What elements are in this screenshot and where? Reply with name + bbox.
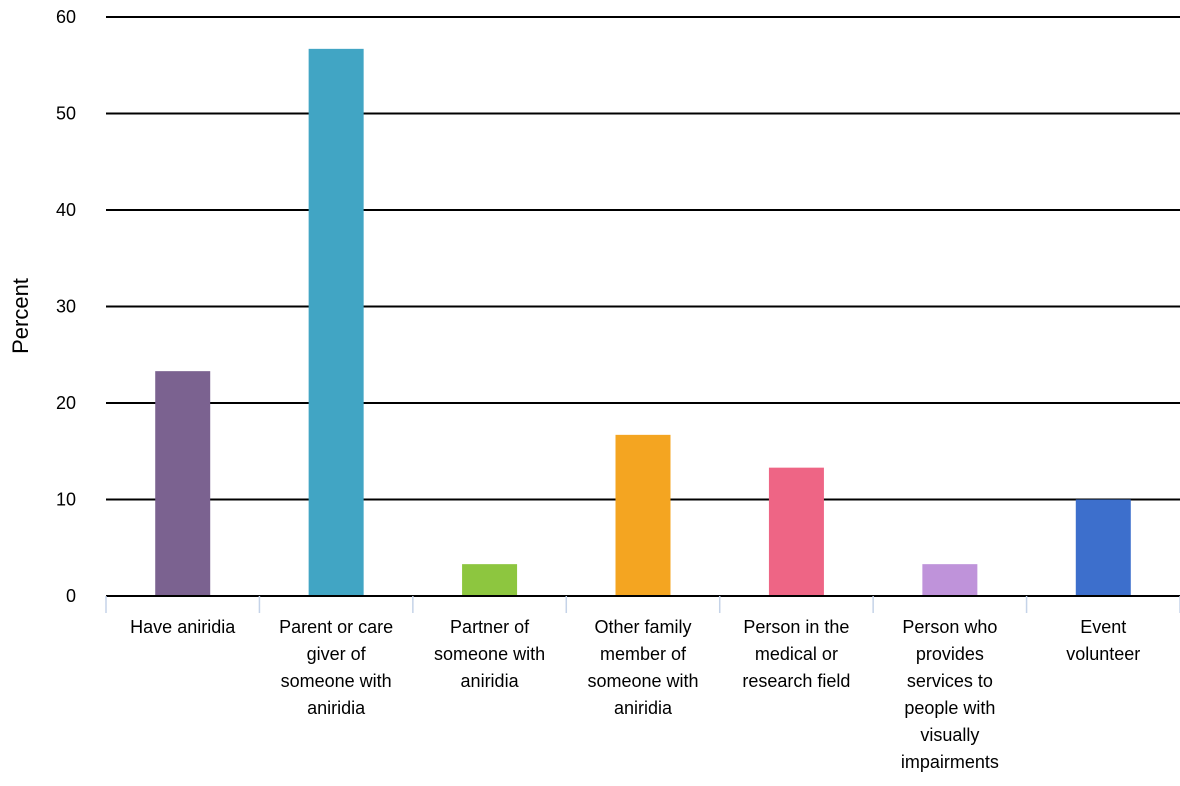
x-category-label: Partner of someone with aniridia	[434, 617, 545, 691]
bars	[155, 48, 1131, 597]
y-tick-label: 0	[66, 586, 76, 606]
x-category-label: Parent or care giver of someone with anirid…	[279, 617, 393, 718]
x-category-label: Other family member of someone with aniridi…	[587, 617, 698, 718]
bar	[155, 371, 211, 596]
x-category-label: Person who provides services to people with…	[901, 617, 999, 772]
y-axis-title: Percent	[8, 278, 33, 354]
bar	[1075, 499, 1131, 596]
x-category-label: Person in the medical or research field	[742, 617, 850, 691]
y-tick-label: 50	[56, 104, 76, 124]
x-category-label: Event volunteer	[1066, 617, 1140, 664]
bar	[462, 564, 518, 596]
y-axis-ticks: 0 10 20 30 40 50 60	[56, 7, 76, 606]
bar	[922, 564, 978, 596]
x-axis-labels: Have aniridia Parent or care giver of someo…	[130, 617, 1140, 772]
x-axis	[105, 595, 1180, 613]
bar	[308, 48, 364, 597]
y-tick-label: 60	[56, 7, 76, 27]
y-tick-label: 30	[56, 297, 76, 317]
bar	[768, 467, 824, 596]
y-tick-label: 10	[56, 490, 76, 510]
gridlines	[106, 16, 1180, 501]
y-tick-label: 20	[56, 393, 76, 413]
x-category-label: Have aniridia	[130, 617, 236, 637]
y-tick-label: 40	[56, 200, 76, 220]
bar	[615, 434, 671, 596]
